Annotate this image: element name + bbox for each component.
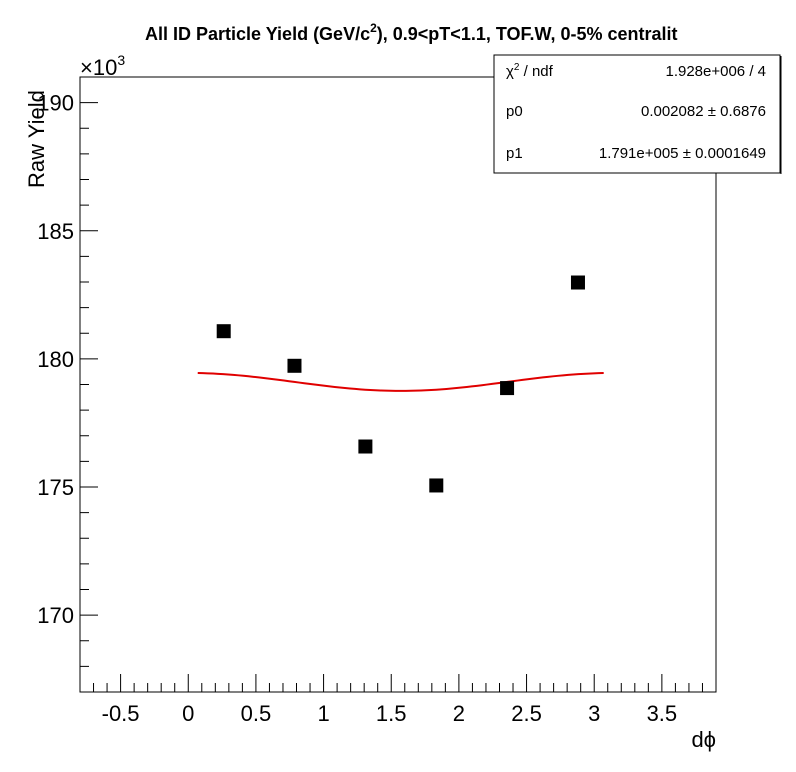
stats-chi-rest: / ndf bbox=[519, 63, 553, 80]
data-point bbox=[358, 439, 373, 454]
data-point bbox=[216, 324, 231, 339]
chart-title-superscript: 2 bbox=[370, 21, 377, 35]
data-point bbox=[429, 478, 444, 493]
y-tick-label: 175 bbox=[37, 475, 74, 500]
y-tick-label: 180 bbox=[37, 347, 74, 372]
x-axis-ticks bbox=[79, 674, 717, 692]
y-axis-multiplier: ×103 bbox=[80, 52, 125, 80]
stats-row-p0-label: p0 bbox=[506, 103, 523, 120]
stats-box: χ2 / ndf 1.928e+006 / 4 p0 0.002082 ± 0.… bbox=[493, 54, 782, 174]
stats-box-frame bbox=[493, 54, 781, 174]
y-axis-tick-labels: 170 175 180 185 190 bbox=[37, 91, 74, 629]
x-tick-label: 2.5 bbox=[511, 701, 542, 726]
y-tick-label: 190 bbox=[37, 91, 74, 116]
data-point bbox=[287, 358, 302, 373]
y-axis-multiplier-exponent: 3 bbox=[117, 52, 125, 68]
x-tick-label: 2 bbox=[453, 701, 465, 726]
fit-curve bbox=[197, 372, 604, 392]
y-tick-label: 185 bbox=[37, 219, 74, 244]
data-markers bbox=[216, 275, 585, 493]
chart-title: All ID Particle Yield (GeV/c2), 0.9<pT<1… bbox=[145, 21, 678, 44]
x-tick-label: 1 bbox=[317, 701, 329, 726]
y-axis-label: Raw Yield bbox=[24, 90, 49, 188]
stats-chi-symbol: χ bbox=[506, 63, 514, 80]
stats-row-p0-value: 0.002082 ± 0.6876 bbox=[641, 103, 766, 120]
stats-row-p1-value: 1.791e+005 ± 0.0001649 bbox=[599, 145, 766, 162]
x-tick-label: 3 bbox=[588, 701, 600, 726]
x-tick-label: 3.5 bbox=[647, 701, 678, 726]
data-point bbox=[500, 381, 515, 396]
x-tick-label: 0 bbox=[182, 701, 194, 726]
y-tick-label: 170 bbox=[37, 603, 74, 628]
chart-title-rest: ), 0.9<pT<1.1, TOF.W, 0-5% centralit bbox=[377, 24, 678, 44]
x-tick-label: -0.5 bbox=[102, 701, 140, 726]
y-axis-multiplier-base: ×10 bbox=[80, 55, 117, 80]
stats-row-chi2-label: χ2 / ndf bbox=[506, 62, 554, 80]
x-axis-tick-labels: -0.5 0 0.5 1 1.5 2 2.5 3 3.5 bbox=[102, 701, 678, 726]
stats-chi-superscript: 2 bbox=[514, 62, 520, 73]
x-axis-label: dϕ bbox=[691, 727, 716, 752]
y-axis-ticks bbox=[80, 76, 98, 693]
x-tick-label: 1.5 bbox=[376, 701, 407, 726]
chart-title-main: All ID Particle Yield (GeV/c bbox=[145, 24, 370, 44]
data-point bbox=[570, 275, 585, 290]
stats-row-chi2-value: 1.928e+006 / 4 bbox=[665, 63, 766, 80]
stats-row-p1-label: p1 bbox=[506, 145, 523, 162]
x-tick-label: 0.5 bbox=[241, 701, 272, 726]
